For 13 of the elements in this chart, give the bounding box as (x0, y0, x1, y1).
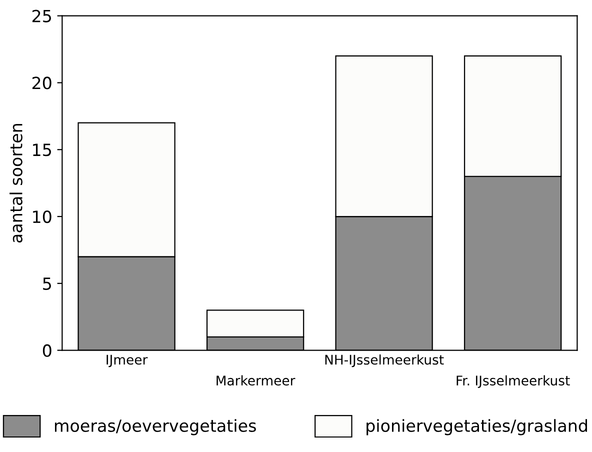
x-tick-label: Fr. IJsselmeerkust (456, 375, 570, 388)
y-tick-label: 25 (32, 10, 51, 22)
y-tick-label: 10 (33, 210, 52, 224)
y-tick-label: 5 (43, 278, 51, 290)
x-tick-label: NH-IJsselmeerkust (325, 354, 444, 368)
x-tick-label: IJmeer (106, 354, 148, 368)
y-tick-label: 20 (32, 76, 52, 90)
y-tick-label: 15 (33, 144, 51, 156)
x-tick-label: Markermeer (216, 375, 296, 386)
y-axis-title: aantal soorten (10, 124, 22, 243)
legend-label: pioniervegetaties/grasland (366, 419, 588, 436)
legend-label: moeras/oevervegetaties (54, 419, 256, 436)
y-tick-label: 0 (42, 344, 52, 357)
